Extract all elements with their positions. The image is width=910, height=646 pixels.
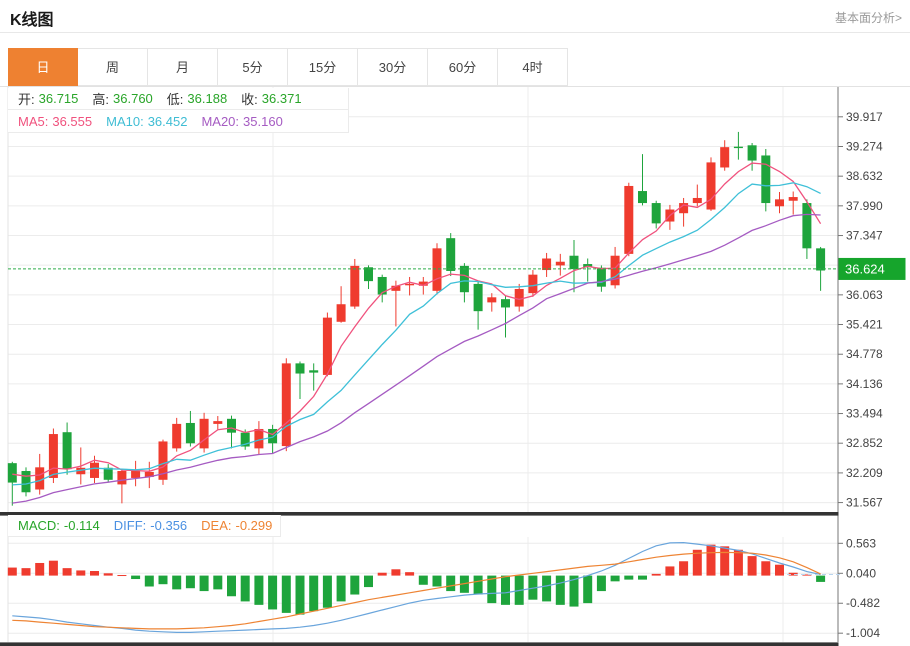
svg-text:35.421: 35.421: [846, 318, 883, 332]
tab-日[interactable]: 日: [8, 48, 78, 86]
period-tabs: 日周月 5分 15分 30分 60分 4时: [8, 48, 568, 86]
svg-text:39.917: 39.917: [846, 110, 883, 124]
svg-text:-0.482: -0.482: [846, 596, 880, 610]
svg-text:32.852: 32.852: [846, 436, 883, 450]
svg-text:37.347: 37.347: [846, 229, 883, 243]
macd-histogram: [7, 544, 826, 615]
grid-lines: [7, 86, 838, 642]
ma-label: MA5:: [18, 113, 49, 129]
ma-info-row: MA5: 36.555 MA10: 36.452 MA20: 35.160: [8, 110, 349, 133]
svg-text:32.209: 32.209: [846, 466, 883, 480]
ohlc-label: 高:: [92, 92, 110, 107]
ma5-line: [12, 162, 822, 477]
tab-30分[interactable]: 30分: [358, 48, 428, 86]
panel-dividers: [0, 512, 839, 646]
ma-value: 35.160: [243, 113, 283, 129]
dea-line: [12, 551, 821, 630]
svg-text:0.040: 0.040: [846, 566, 876, 580]
ma-value: 36.452: [147, 113, 188, 129]
ohlc-info-row: 开: 36.715 高: 36.760 低: 36.188 收: 36.371: [8, 88, 349, 110]
ohlc-value: 36.371: [261, 91, 302, 106]
candles-layer: [7, 131, 826, 506]
svg-text:36.624: 36.624: [845, 261, 885, 276]
ohlc-value: 36.188: [187, 91, 228, 106]
ma20-line: [12, 213, 821, 504]
page-header: K线图 基本面分析>: [0, 0, 910, 33]
svg-text:-1.004: -1.004: [846, 626, 880, 640]
svg-text:37.990: 37.990: [846, 199, 883, 213]
current-price-badge: 36.624: [838, 257, 906, 280]
svg-text:31.567: 31.567: [846, 496, 883, 510]
macd-label: MACD:: [18, 518, 60, 533]
svg-text:36.063: 36.063: [846, 288, 883, 302]
svg-text:0.563: 0.563: [846, 536, 876, 550]
ohlc-value: 36.715: [38, 91, 79, 106]
diff-line: [12, 541, 821, 634]
ohlc-value: 36.760: [113, 91, 153, 106]
macd-label: DIFF:: [113, 518, 147, 533]
macd-info-row: MACD: -0.114 DIFF: -0.356 DEA: -0.299: [8, 515, 281, 537]
page-title: K线图: [10, 12, 54, 29]
svg-text:34.778: 34.778: [846, 347, 883, 361]
macd-value: -0.114: [63, 518, 100, 533]
fundamental-analysis-link[interactable]: 基本面分析>: [834, 11, 902, 25]
tab-月[interactable]: 月: [148, 48, 218, 86]
ma10-line: [12, 182, 821, 486]
macd-value: -0.356: [150, 518, 188, 533]
ohlc-label: 收:: [241, 92, 258, 107]
tab-4时[interactable]: 4时: [498, 48, 568, 86]
svg-text:39.274: 39.274: [846, 140, 883, 154]
tab-5分[interactable]: 5分: [218, 48, 288, 86]
svg-text:33.494: 33.494: [846, 407, 883, 421]
period-tabbar: 日周月 5分 15分 30分 60分 4时: [0, 48, 910, 87]
macd-lines: [12, 541, 841, 634]
tab-60分[interactable]: 60分: [428, 48, 498, 86]
svg-text:34.136: 34.136: [846, 377, 883, 391]
tab-周[interactable]: 周: [78, 48, 148, 86]
macd-label: DEA:: [201, 518, 232, 533]
macd-value: -0.299: [235, 518, 273, 533]
ma-lines: [12, 162, 822, 504]
ma-label: MA10:: [106, 113, 144, 129]
svg-text:38.632: 38.632: [846, 169, 883, 183]
tab-15分[interactable]: 15分: [288, 48, 358, 86]
ohlc-label: 开:: [18, 92, 35, 107]
price-axis: 39.91739.27438.63237.99037.34736.70636.0…: [837, 86, 883, 642]
ma-value: 36.555: [52, 113, 93, 129]
ohlc-label: 低:: [166, 92, 184, 107]
ma-label: MA20:: [201, 113, 240, 129]
